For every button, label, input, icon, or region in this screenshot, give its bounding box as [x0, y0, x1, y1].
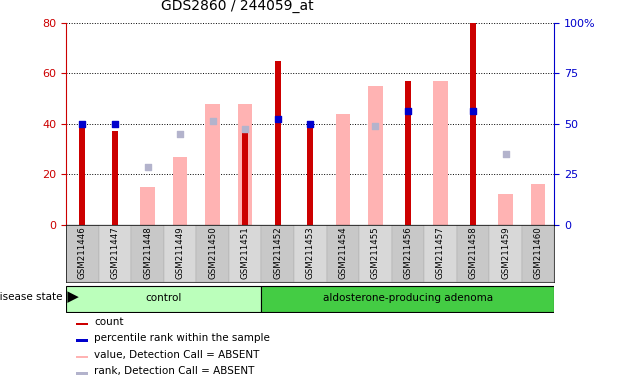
Text: GSM211459: GSM211459 — [501, 227, 510, 279]
Bar — [336, 114, 350, 225]
Point — [77, 121, 88, 127]
Point — [207, 118, 218, 124]
Bar — [99, 225, 131, 282]
Text: rank, Detection Call = ABSENT: rank, Detection Call = ABSENT — [94, 366, 255, 376]
Text: GSM211446: GSM211446 — [78, 227, 87, 279]
Text: GDS2860 / 244059_at: GDS2860 / 244059_at — [161, 0, 313, 13]
Text: GSM211452: GSM211452 — [273, 227, 282, 279]
Bar — [457, 225, 490, 282]
Text: aldosterone-producing adenoma: aldosterone-producing adenoma — [323, 293, 493, 303]
Text: control: control — [146, 293, 182, 303]
Bar — [205, 104, 220, 225]
Bar — [243, 129, 248, 225]
Point — [500, 151, 510, 157]
Bar — [424, 225, 457, 282]
Text: GSM211453: GSM211453 — [306, 227, 315, 279]
Point — [468, 108, 478, 114]
Bar — [261, 225, 294, 282]
Point — [175, 131, 185, 137]
Text: GSM211450: GSM211450 — [208, 227, 217, 279]
FancyBboxPatch shape — [261, 286, 554, 311]
Bar — [531, 184, 546, 225]
Text: GSM211460: GSM211460 — [534, 227, 542, 279]
Bar — [140, 187, 155, 225]
Bar — [294, 225, 326, 282]
Bar — [76, 339, 88, 342]
Bar — [229, 225, 261, 282]
Bar — [498, 194, 513, 225]
Text: GSM211448: GSM211448 — [143, 227, 152, 279]
Bar — [197, 225, 229, 282]
Text: disease state: disease state — [0, 292, 63, 302]
Text: count: count — [94, 317, 124, 327]
FancyBboxPatch shape — [66, 286, 261, 311]
Point — [305, 121, 315, 127]
Point — [240, 126, 250, 132]
Bar — [490, 225, 522, 282]
Text: GSM211447: GSM211447 — [110, 227, 120, 279]
Point — [403, 108, 413, 114]
Text: GSM211449: GSM211449 — [176, 227, 185, 279]
Bar — [164, 225, 197, 282]
Bar — [307, 124, 313, 225]
Bar — [433, 81, 448, 225]
Bar — [79, 126, 85, 225]
Bar — [405, 81, 411, 225]
Bar — [112, 131, 118, 225]
Bar — [76, 356, 88, 358]
Bar — [326, 225, 359, 282]
Bar — [522, 225, 554, 282]
Bar — [238, 104, 253, 225]
Text: GSM211454: GSM211454 — [338, 227, 347, 279]
Bar — [368, 86, 382, 225]
Text: value, Detection Call = ABSENT: value, Detection Call = ABSENT — [94, 350, 260, 360]
Bar — [392, 225, 424, 282]
Point — [273, 116, 283, 122]
Point — [110, 121, 120, 127]
Bar — [173, 157, 187, 225]
Bar — [66, 225, 99, 282]
Text: GSM211457: GSM211457 — [436, 227, 445, 279]
Text: percentile rank within the sample: percentile rank within the sample — [94, 333, 270, 343]
Bar — [76, 323, 88, 325]
Text: GSM211455: GSM211455 — [371, 227, 380, 279]
Text: GSM211451: GSM211451 — [241, 227, 249, 279]
Bar — [76, 372, 88, 374]
Bar — [131, 225, 164, 282]
Point — [370, 123, 381, 129]
Point — [142, 164, 152, 170]
Text: GSM211456: GSM211456 — [403, 227, 413, 279]
Bar — [470, 23, 476, 225]
Bar — [359, 225, 392, 282]
Bar — [275, 61, 280, 225]
Text: GSM211458: GSM211458 — [469, 227, 478, 279]
